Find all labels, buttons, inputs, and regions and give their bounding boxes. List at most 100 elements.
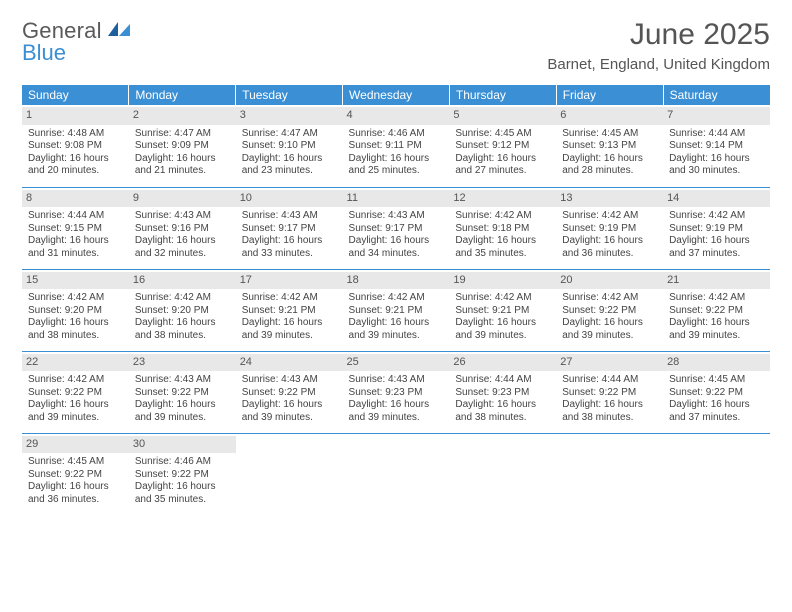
daylight-text: Daylight: 16 hours and 39 minutes. <box>28 399 123 424</box>
day-number: 12 <box>449 190 556 208</box>
day-number: 8 <box>22 190 129 208</box>
daylight-text: Daylight: 16 hours and 34 minutes. <box>349 235 444 260</box>
sunrise-text: Sunrise: 4:44 AM <box>562 374 657 387</box>
month-title: June 2025 <box>547 18 770 52</box>
calendar-cell: 7Sunrise: 4:44 AMSunset: 9:14 PMDaylight… <box>663 105 770 187</box>
sunrise-text: Sunrise: 4:46 AM <box>349 128 444 141</box>
sunset-text: Sunset: 9:21 PM <box>349 305 444 318</box>
day-number: 18 <box>343 272 450 290</box>
day-number: 3 <box>236 107 343 125</box>
sunset-text: Sunset: 9:11 PM <box>349 140 444 153</box>
header: General June 2025 Barnet, England, Unite… <box>22 18 770 73</box>
sunrise-text: Sunrise: 4:45 AM <box>669 374 764 387</box>
sunset-text: Sunset: 9:15 PM <box>28 223 123 236</box>
calendar-cell: 23Sunrise: 4:43 AMSunset: 9:22 PMDayligh… <box>129 351 236 433</box>
sunrise-text: Sunrise: 4:43 AM <box>242 210 337 223</box>
calendar-row: 1Sunrise: 4:48 AMSunset: 9:08 PMDaylight… <box>22 105 770 187</box>
sunrise-text: Sunrise: 4:44 AM <box>669 128 764 141</box>
calendar-cell: 8Sunrise: 4:44 AMSunset: 9:15 PMDaylight… <box>22 187 129 269</box>
day-number: 13 <box>556 190 663 208</box>
calendar-cell: 15Sunrise: 4:42 AMSunset: 9:20 PMDayligh… <box>22 269 129 351</box>
weekday-header: Sunday <box>22 85 129 105</box>
calendar-row: 8Sunrise: 4:44 AMSunset: 9:15 PMDaylight… <box>22 187 770 269</box>
day-number: 30 <box>129 436 236 454</box>
day-number: 5 <box>449 107 556 125</box>
calendar-cell <box>663 433 770 515</box>
day-number: 6 <box>556 107 663 125</box>
sunset-text: Sunset: 9:20 PM <box>135 305 230 318</box>
weekday-header: Saturday <box>663 85 770 105</box>
daylight-text: Daylight: 16 hours and 27 minutes. <box>455 153 550 178</box>
day-number: 29 <box>22 436 129 454</box>
sunrise-text: Sunrise: 4:42 AM <box>669 292 764 305</box>
weekday-header: Monday <box>129 85 236 105</box>
weekday-header: Thursday <box>449 85 556 105</box>
calendar-cell: 5Sunrise: 4:45 AMSunset: 9:12 PMDaylight… <box>449 105 556 187</box>
daylight-text: Daylight: 16 hours and 39 minutes. <box>669 317 764 342</box>
sunset-text: Sunset: 9:22 PM <box>242 387 337 400</box>
calendar-cell: 27Sunrise: 4:44 AMSunset: 9:22 PMDayligh… <box>556 351 663 433</box>
day-number: 9 <box>129 190 236 208</box>
calendar-cell: 21 Sunrise: 4:42 AMSunset: 9:22 PMDayligh… <box>663 269 770 351</box>
sunset-text: Sunset: 9:19 PM <box>669 223 764 236</box>
calendar-cell <box>236 433 343 515</box>
sunrise-text: Sunrise: 4:43 AM <box>349 210 444 223</box>
sunset-text: Sunset: 9:17 PM <box>349 223 444 236</box>
calendar-body: 1Sunrise: 4:48 AMSunset: 9:08 PMDaylight… <box>22 105 770 515</box>
calendar-cell <box>556 433 663 515</box>
sunrise-text: Sunrise: 4:44 AM <box>455 374 550 387</box>
day-number: 26 <box>449 354 556 372</box>
daylight-text: Daylight: 16 hours and 39 minutes. <box>562 317 657 342</box>
calendar-cell: 10Sunrise: 4:43 AMSunset: 9:17 PMDayligh… <box>236 187 343 269</box>
calendar-cell: 1Sunrise: 4:48 AMSunset: 9:08 PMDaylight… <box>22 105 129 187</box>
sunrise-text: Sunrise: 4:42 AM <box>28 292 123 305</box>
sunset-text: Sunset: 9:17 PM <box>242 223 337 236</box>
calendar-row: 29 Sunrise: 4:45 AMSunset: 9:22 PMDayligh… <box>22 433 770 515</box>
daylight-text: Daylight: 16 hours and 25 minutes. <box>349 153 444 178</box>
sunrise-text: Sunrise: 4:45 AM <box>562 128 657 141</box>
sunset-text: Sunset: 9:12 PM <box>455 140 550 153</box>
sunrise-text: Sunrise: 4:46 AM <box>135 456 230 469</box>
daylight-text: Daylight: 16 hours and 39 minutes. <box>349 317 444 342</box>
calendar-cell: 12Sunrise: 4:42 AMSunset: 9:18 PMDayligh… <box>449 187 556 269</box>
calendar-table: Sunday Monday Tuesday Wednesday Thursday… <box>22 85 770 515</box>
day-number: 21 <box>663 272 770 290</box>
daylight-text: Daylight: 16 hours and 28 minutes. <box>562 153 657 178</box>
calendar-cell: 22Sunrise: 4:42 AMSunset: 9:22 PMDayligh… <box>22 351 129 433</box>
day-number: 27 <box>556 354 663 372</box>
calendar-cell: 30Sunrise: 4:46 AMSunset: 9:22 PMDayligh… <box>129 433 236 515</box>
sunrise-text: Sunrise: 4:42 AM <box>669 210 764 223</box>
sunrise-text: Sunrise: 4:43 AM <box>349 374 444 387</box>
calendar-cell: 18 Sunrise: 4:42 AMSunset: 9:21 PMDayligh… <box>343 269 450 351</box>
title-block: June 2025 Barnet, England, United Kingdo… <box>547 18 770 73</box>
sunrise-text: Sunrise: 4:47 AM <box>242 128 337 141</box>
daylight-text: Daylight: 16 hours and 38 minutes. <box>455 399 550 424</box>
day-number: 20 <box>556 272 663 290</box>
sunrise-text: Sunrise: 4:47 AM <box>135 128 230 141</box>
calendar-row: 15Sunrise: 4:42 AMSunset: 9:20 PMDayligh… <box>22 269 770 351</box>
sunset-text: Sunset: 9:09 PM <box>135 140 230 153</box>
day-number: 14 <box>663 190 770 208</box>
sunrise-text: Sunrise: 4:45 AM <box>28 456 123 469</box>
sunrise-text: Sunrise: 4:42 AM <box>562 210 657 223</box>
logo-blue-text-pos: Blue <box>22 40 66 66</box>
sunrise-text: Sunrise: 4:48 AM <box>28 128 123 141</box>
daylight-text: Daylight: 16 hours and 36 minutes. <box>28 481 123 506</box>
location: Barnet, England, United Kingdom <box>547 56 770 73</box>
daylight-text: Daylight: 16 hours and 20 minutes. <box>28 153 123 178</box>
sunset-text: Sunset: 9:20 PM <box>28 305 123 318</box>
sunrise-text: Sunrise: 4:42 AM <box>455 210 550 223</box>
daylight-text: Daylight: 16 hours and 31 minutes. <box>28 235 123 260</box>
sunrise-text: Sunrise: 4:42 AM <box>349 292 444 305</box>
calendar-cell: 6Sunrise: 4:45 AMSunset: 9:13 PMDaylight… <box>556 105 663 187</box>
daylight-text: Daylight: 16 hours and 32 minutes. <box>135 235 230 260</box>
day-number: 1 <box>22 107 129 125</box>
sunset-text: Sunset: 9:22 PM <box>669 305 764 318</box>
sunset-text: Sunset: 9:22 PM <box>28 469 123 482</box>
daylight-text: Daylight: 16 hours and 38 minutes. <box>28 317 123 342</box>
sunrise-text: Sunrise: 4:43 AM <box>242 374 337 387</box>
daylight-text: Daylight: 16 hours and 39 minutes. <box>455 317 550 342</box>
daylight-text: Daylight: 16 hours and 23 minutes. <box>242 153 337 178</box>
calendar-cell: 16Sunrise: 4:42 AMSunset: 9:20 PMDayligh… <box>129 269 236 351</box>
calendar-cell <box>449 433 556 515</box>
